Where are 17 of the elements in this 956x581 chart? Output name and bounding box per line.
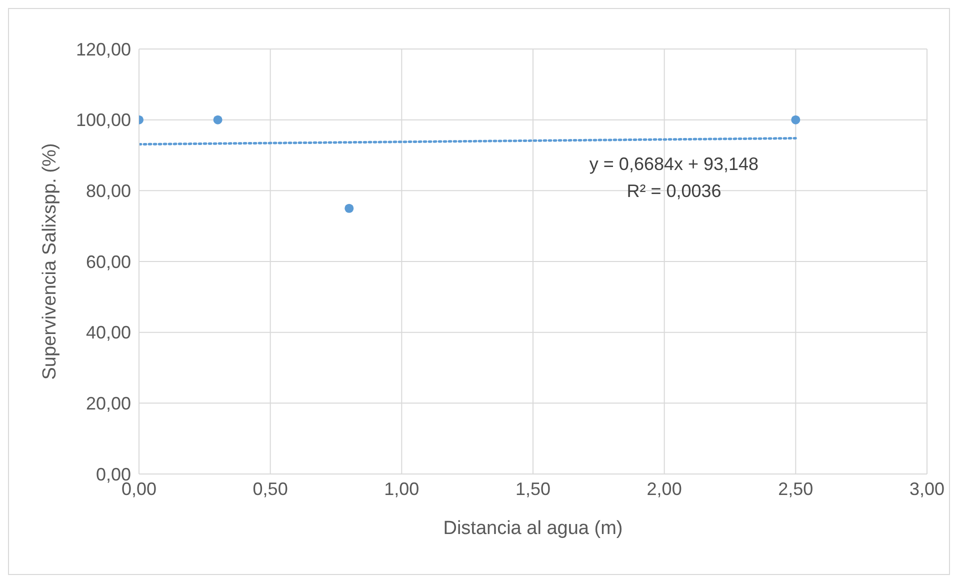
x-axis-title: Distancia al agua (m)	[443, 518, 623, 539]
annotation: R² = 0,0036	[626, 180, 722, 203]
x-tick-label: 0,50	[252, 478, 288, 499]
y-tick-label: 60,00	[86, 252, 131, 272]
x-tick-label: 3,00	[909, 478, 945, 499]
x-tick-label: 2,00	[646, 478, 682, 499]
y-tick-label: 40,00	[86, 322, 131, 343]
y-tick-label: 120,00	[76, 39, 131, 60]
x-tick-label: 1,00	[384, 478, 420, 499]
annotation: y = 0,6684x + 93,148	[588, 153, 760, 176]
y-axis-title: Supervivencia Salixspp. (%)	[40, 143, 61, 380]
y-tick-label: 20,00	[86, 394, 131, 414]
y-tick-label: 0,00	[96, 464, 131, 484]
y-tick-label: 80,00	[86, 181, 131, 202]
x-tick-label: 2,50	[778, 478, 814, 499]
x-tick-label: 1,50	[515, 478, 551, 499]
y-tick-label: 100,00	[76, 110, 131, 130]
